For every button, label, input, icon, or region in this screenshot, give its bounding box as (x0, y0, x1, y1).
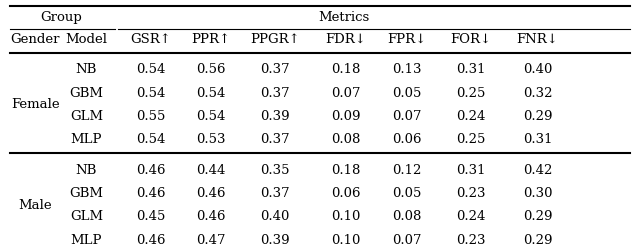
Text: 0.39: 0.39 (260, 233, 290, 245)
Text: 0.07: 0.07 (331, 86, 360, 100)
Text: 0.31: 0.31 (456, 164, 485, 177)
Text: 0.23: 0.23 (456, 187, 485, 200)
Text: GLM: GLM (70, 210, 103, 223)
Text: GBM: GBM (69, 187, 104, 200)
Text: 0.09: 0.09 (331, 110, 360, 123)
Text: 0.10: 0.10 (331, 233, 360, 245)
Text: Group: Group (40, 11, 82, 24)
Text: 0.12: 0.12 (392, 164, 421, 177)
Text: FNR↓: FNR↓ (516, 33, 559, 46)
Text: 0.47: 0.47 (196, 233, 226, 245)
Text: NB: NB (76, 164, 97, 177)
Text: 0.29: 0.29 (523, 110, 552, 123)
Text: FOR↓: FOR↓ (450, 33, 491, 46)
Text: 0.30: 0.30 (523, 187, 552, 200)
Text: 0.06: 0.06 (331, 187, 360, 200)
Text: 0.56: 0.56 (196, 63, 226, 76)
Text: 0.46: 0.46 (136, 233, 165, 245)
Text: 0.13: 0.13 (392, 63, 421, 76)
Text: MLP: MLP (70, 233, 102, 245)
Text: 0.54: 0.54 (196, 86, 226, 100)
Text: 0.44: 0.44 (196, 164, 226, 177)
Text: 0.18: 0.18 (331, 63, 360, 76)
Text: 0.31: 0.31 (523, 133, 552, 146)
Text: 0.54: 0.54 (136, 63, 165, 76)
Text: 0.54: 0.54 (136, 86, 165, 100)
Text: 0.06: 0.06 (392, 133, 421, 146)
Text: FDR↓: FDR↓ (325, 33, 366, 46)
Text: 0.24: 0.24 (456, 210, 485, 223)
Text: 0.42: 0.42 (523, 164, 552, 177)
Text: 0.29: 0.29 (523, 210, 552, 223)
Text: 0.05: 0.05 (392, 86, 421, 100)
Text: 0.37: 0.37 (260, 133, 290, 146)
Text: 0.24: 0.24 (456, 110, 485, 123)
Text: 0.05: 0.05 (392, 187, 421, 200)
Text: 0.46: 0.46 (196, 210, 226, 223)
Text: 0.32: 0.32 (523, 86, 552, 100)
Text: 0.39: 0.39 (260, 110, 290, 123)
Text: 0.08: 0.08 (331, 133, 360, 146)
Text: 0.46: 0.46 (196, 187, 226, 200)
Text: 0.07: 0.07 (392, 110, 421, 123)
Text: FPR↓: FPR↓ (387, 33, 426, 46)
Text: 0.10: 0.10 (331, 210, 360, 223)
Text: 0.45: 0.45 (136, 210, 165, 223)
Text: Male: Male (19, 199, 52, 212)
Text: Metrics: Metrics (318, 11, 370, 24)
Text: NB: NB (76, 63, 97, 76)
Text: 0.25: 0.25 (456, 133, 485, 146)
Text: 0.18: 0.18 (331, 164, 360, 177)
Text: Model: Model (65, 33, 108, 46)
Text: 0.40: 0.40 (523, 63, 552, 76)
Text: 0.37: 0.37 (260, 187, 290, 200)
Text: 0.54: 0.54 (196, 110, 226, 123)
Text: 0.23: 0.23 (456, 233, 485, 245)
Text: 0.53: 0.53 (196, 133, 226, 146)
Text: Gender: Gender (10, 33, 60, 46)
Text: 0.08: 0.08 (392, 210, 421, 223)
Text: GBM: GBM (69, 86, 104, 100)
Text: 0.07: 0.07 (392, 233, 421, 245)
Text: 0.25: 0.25 (456, 86, 485, 100)
Text: MLP: MLP (70, 133, 102, 146)
Text: 0.37: 0.37 (260, 63, 290, 76)
Text: 0.31: 0.31 (456, 63, 485, 76)
Text: 0.40: 0.40 (260, 210, 290, 223)
Text: Female: Female (11, 98, 60, 111)
Text: 0.46: 0.46 (136, 164, 165, 177)
Text: 0.55: 0.55 (136, 110, 165, 123)
Text: PPR↑: PPR↑ (191, 33, 231, 46)
Text: 0.54: 0.54 (136, 133, 165, 146)
Text: PPGR↑: PPGR↑ (250, 33, 300, 46)
Text: GLM: GLM (70, 110, 103, 123)
Text: 0.29: 0.29 (523, 233, 552, 245)
Text: 0.35: 0.35 (260, 164, 290, 177)
Text: 0.37: 0.37 (260, 86, 290, 100)
Text: GSR↑: GSR↑ (130, 33, 171, 46)
Text: 0.46: 0.46 (136, 187, 165, 200)
